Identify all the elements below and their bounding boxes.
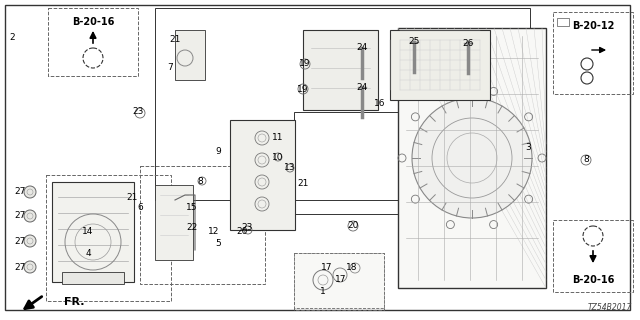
Text: 6: 6 bbox=[137, 203, 143, 212]
Bar bbox=[294, 112, 512, 214]
Bar bbox=[155, 8, 530, 200]
Text: 21: 21 bbox=[126, 194, 138, 203]
Text: B-20-12: B-20-12 bbox=[572, 21, 614, 31]
Text: 1: 1 bbox=[320, 287, 326, 297]
Text: 8: 8 bbox=[583, 156, 589, 164]
Bar bbox=[140, 166, 265, 284]
Circle shape bbox=[24, 210, 36, 222]
Bar bbox=[303, 30, 378, 110]
Text: 27: 27 bbox=[14, 212, 26, 220]
Bar bbox=[294, 253, 384, 310]
Text: 17: 17 bbox=[321, 263, 333, 273]
Text: B-20-16: B-20-16 bbox=[572, 275, 614, 285]
Text: 5: 5 bbox=[215, 238, 221, 247]
Text: 24: 24 bbox=[356, 83, 367, 92]
Bar bbox=[155, 185, 193, 260]
Text: 20: 20 bbox=[348, 221, 358, 230]
Text: 21: 21 bbox=[170, 35, 180, 44]
Text: 27: 27 bbox=[14, 236, 26, 245]
Text: 7: 7 bbox=[167, 63, 173, 73]
Text: 23: 23 bbox=[241, 223, 253, 233]
Text: 25: 25 bbox=[408, 37, 420, 46]
Text: 19: 19 bbox=[297, 84, 308, 93]
Text: 8: 8 bbox=[197, 177, 203, 186]
Text: 21: 21 bbox=[298, 179, 308, 188]
Text: 17: 17 bbox=[335, 276, 347, 284]
Bar bbox=[553, 12, 633, 94]
Text: 16: 16 bbox=[374, 99, 386, 108]
Bar bbox=[46, 175, 171, 301]
Text: 12: 12 bbox=[208, 227, 220, 236]
Bar bbox=[557, 18, 569, 26]
Text: B-20-16: B-20-16 bbox=[72, 17, 114, 27]
Circle shape bbox=[24, 261, 36, 273]
Text: 23: 23 bbox=[132, 108, 144, 116]
Text: 19: 19 bbox=[300, 60, 311, 68]
Bar bbox=[48, 8, 138, 76]
Text: 2: 2 bbox=[9, 34, 15, 43]
Text: 24: 24 bbox=[356, 44, 367, 52]
Bar bbox=[294, 253, 384, 308]
Text: 14: 14 bbox=[83, 227, 93, 236]
Circle shape bbox=[24, 186, 36, 198]
Circle shape bbox=[412, 98, 532, 218]
Bar bbox=[175, 30, 205, 80]
Circle shape bbox=[24, 235, 36, 247]
Bar bbox=[390, 30, 490, 100]
Text: 26: 26 bbox=[462, 38, 474, 47]
Text: 13: 13 bbox=[284, 164, 296, 172]
Text: 20: 20 bbox=[236, 227, 248, 236]
Text: 11: 11 bbox=[272, 133, 284, 142]
Bar bbox=[52, 182, 134, 282]
Text: 22: 22 bbox=[186, 223, 198, 233]
Text: FR.: FR. bbox=[64, 297, 84, 307]
Bar bbox=[62, 272, 124, 284]
Text: 9: 9 bbox=[215, 148, 221, 156]
Text: 3: 3 bbox=[525, 143, 531, 153]
Bar bbox=[398, 28, 546, 288]
Bar bbox=[230, 120, 295, 230]
Text: 27: 27 bbox=[14, 262, 26, 271]
Text: 15: 15 bbox=[186, 204, 198, 212]
Text: 10: 10 bbox=[272, 153, 284, 162]
Text: 27: 27 bbox=[14, 188, 26, 196]
Text: 18: 18 bbox=[346, 263, 358, 273]
Text: 4: 4 bbox=[85, 249, 91, 258]
Bar bbox=[553, 220, 633, 292]
Text: TZ54B2017: TZ54B2017 bbox=[588, 303, 632, 312]
